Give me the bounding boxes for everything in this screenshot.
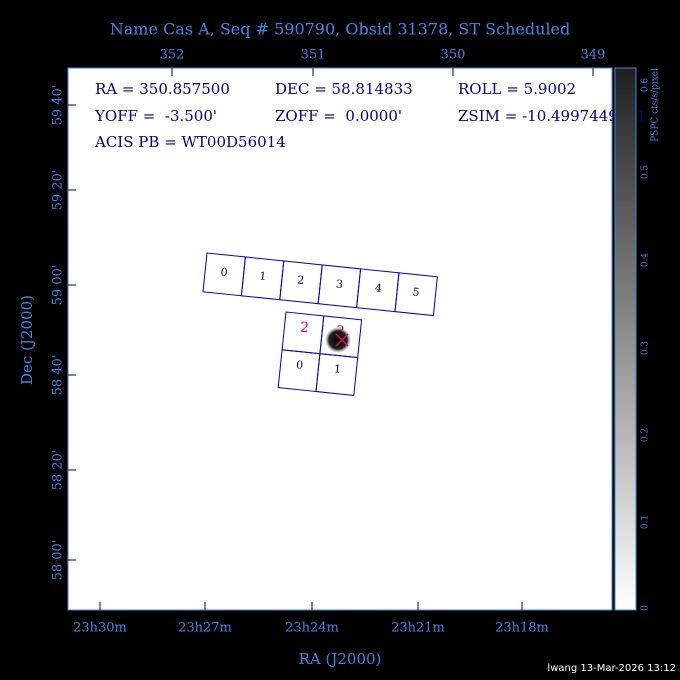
colorbar-label: 0.5 xyxy=(641,165,651,180)
left-tick-label: 59 20' xyxy=(51,170,66,211)
left-tick-label: 58 20' xyxy=(51,450,66,491)
bottom-tick-label: 23h18m xyxy=(495,621,549,636)
bottom-tick-label: 23h30m xyxy=(73,621,127,636)
chip-label: 1 xyxy=(333,362,341,376)
chip-label: 1 xyxy=(259,270,267,284)
x-axis-title: RA (J2000) xyxy=(299,650,382,668)
info-dec: DEC = 58.814833 xyxy=(275,80,413,98)
top-tick-label: 351 xyxy=(301,48,326,63)
plot-title: Name Cas A, Seq # 590790, Obsid 31378, S… xyxy=(110,20,570,39)
left-tick-label: 59 00' xyxy=(51,265,66,306)
top-tick-label: 349 xyxy=(581,48,606,63)
chip xyxy=(315,353,359,396)
colorbar-label: 0.6 xyxy=(641,78,651,93)
chip-label: 0 xyxy=(220,266,228,280)
axis-ticks xyxy=(68,68,594,610)
left-tick-label: 59 40' xyxy=(51,85,66,126)
info-ra: RA = 350.857500 xyxy=(95,80,230,98)
colorbar xyxy=(614,67,637,611)
colorbar-label: 0 xyxy=(641,605,651,611)
colorbar-title: PSPC cts/s/pixel xyxy=(651,68,661,142)
aimpoint xyxy=(335,333,349,347)
chip-label: 2 xyxy=(299,320,310,337)
info-yoff: YOFF = -3.500' xyxy=(94,107,217,125)
left-tick-label: 58 40' xyxy=(51,355,66,396)
colorbar-labels: 0.6 0.5 0.4 0.3 0.2 0.1 0 PSPC cts/s/pix… xyxy=(641,68,661,611)
footer: lwang 13-Mar-2026 13:12 xyxy=(547,663,676,674)
left-tick-label: 58 00' xyxy=(51,540,66,581)
chip xyxy=(394,272,438,317)
source xyxy=(325,327,351,353)
chip-label: 4 xyxy=(374,281,382,295)
top-tick-label: 352 xyxy=(160,48,185,63)
bottom-tick-label: 23h27m xyxy=(178,621,232,636)
colorbar-label: 0.2 xyxy=(641,428,651,442)
acis-s-array: 0 1 2 3 4 5 xyxy=(202,252,438,317)
top-tick-label: 350 xyxy=(441,48,466,63)
chip-label: 2 xyxy=(297,273,305,287)
info-zoff: ZOFF = 0.0000' xyxy=(275,107,402,125)
chip-label: 5 xyxy=(412,285,420,299)
info-acis: ACIS PB = WT00D56014 xyxy=(94,133,286,151)
info-zsim: ZSIM = -10.4997449831 xyxy=(458,107,646,125)
colorbar-label: 0.4 xyxy=(641,253,651,268)
colorbar-label: 0.1 xyxy=(641,515,651,529)
chip-label: 0 xyxy=(295,358,303,372)
colorbar-label: 0.3 xyxy=(641,341,651,356)
info-roll: ROLL = 5.9002 xyxy=(458,80,576,98)
y-axis-title: Dec (J2000) xyxy=(18,295,36,385)
bottom-tick-label: 23h21m xyxy=(391,621,445,636)
bottom-tick-label: 23h24m xyxy=(285,621,339,636)
chip-label: 3 xyxy=(335,277,343,291)
